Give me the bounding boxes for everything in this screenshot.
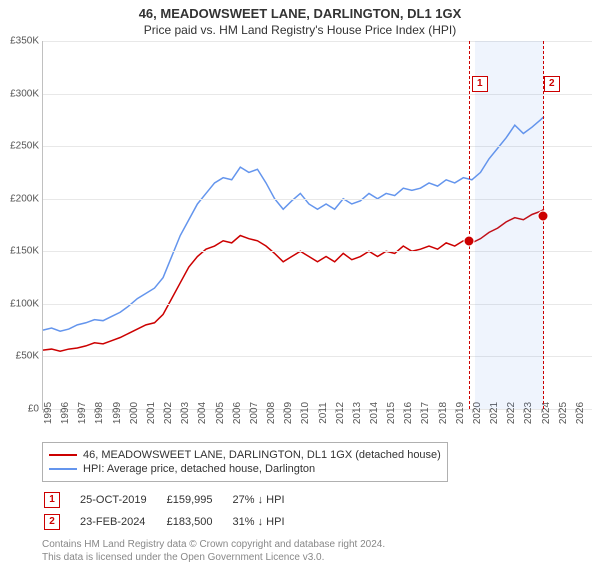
x-tick-label: 2010	[300, 402, 311, 424]
legend-label: HPI: Average price, detached house, Darl…	[83, 463, 315, 475]
x-tick-label: 1996	[60, 402, 71, 424]
shade-band	[475, 41, 544, 409]
sale-date: 23-FEB-2024	[80, 512, 165, 532]
price-chart: £0£50K£100K£150K£200K£250K£300K£350K1995…	[42, 41, 592, 410]
x-tick-label: 2001	[146, 402, 157, 424]
y-tick-label: £100K	[10, 298, 39, 309]
x-tick-label: 2012	[335, 402, 346, 424]
x-tick-label: 2011	[318, 402, 329, 424]
y-tick-label: £350K	[10, 36, 39, 47]
x-tick-label: 2000	[129, 402, 140, 424]
sale-marker: 2	[44, 514, 60, 530]
y-tick-label: £0	[28, 404, 39, 415]
x-tick-label: 2007	[249, 402, 260, 424]
x-tick-label: 2017	[420, 402, 431, 424]
x-tick-label: 2008	[266, 402, 277, 424]
x-tick-label: 2003	[180, 402, 191, 424]
x-tick-label: 2004	[197, 402, 208, 424]
sale-point-dot	[538, 211, 549, 222]
legend-swatch-property	[49, 454, 77, 456]
footer-line1: Contains HM Land Registry data © Crown c…	[42, 538, 592, 551]
x-tick-label: 2015	[386, 402, 397, 424]
y-tick-label: £300K	[10, 88, 39, 99]
sale-row: 1 25-OCT-2019£159,99527% ↓ HPI	[44, 490, 303, 510]
sale-row: 2 23-FEB-2024£183,50031% ↓ HPI	[44, 512, 303, 532]
x-tick-label: 2026	[575, 402, 586, 424]
x-tick-label: 1997	[77, 402, 88, 424]
sale-delta: 31% ↓ HPI	[233, 512, 303, 532]
x-tick-label: 2006	[232, 402, 243, 424]
y-tick-label: £50K	[16, 351, 39, 362]
x-tick-label: 2018	[438, 402, 449, 424]
sale-date: 25-OCT-2019	[80, 490, 165, 510]
x-tick-label: 1998	[94, 402, 105, 424]
legend-swatch-hpi	[49, 468, 77, 470]
sale-price: £159,995	[167, 490, 231, 510]
x-tick-label: 2016	[403, 402, 414, 424]
x-tick-label: 1999	[112, 402, 123, 424]
x-tick-label: 2005	[215, 402, 226, 424]
x-tick-label: 2013	[352, 402, 363, 424]
legend-box: 46, MEADOWSWEET LANE, DARLINGTON, DL1 1G…	[42, 442, 448, 482]
sale-marker: 1	[44, 492, 60, 508]
y-tick-label: £250K	[10, 141, 39, 152]
x-tick-label: 2019	[455, 402, 466, 424]
sale-delta: 27% ↓ HPI	[233, 490, 303, 510]
x-tick-label: 1995	[43, 402, 54, 424]
sale-point-dot	[463, 235, 474, 246]
chart-marker-label: 1	[472, 76, 488, 92]
x-tick-label: 2002	[163, 402, 174, 424]
chart-title-line2: Price paid vs. HM Land Registry's House …	[0, 23, 600, 37]
legend-item-property: 46, MEADOWSWEET LANE, DARLINGTON, DL1 1G…	[49, 449, 441, 461]
y-tick-label: £150K	[10, 246, 39, 257]
x-tick-label: 2014	[369, 402, 380, 424]
legend-item-hpi: HPI: Average price, detached house, Darl…	[49, 463, 441, 475]
sale-vline	[469, 41, 470, 409]
legend-label: 46, MEADOWSWEET LANE, DARLINGTON, DL1 1G…	[83, 449, 441, 461]
sale-vline	[543, 41, 544, 409]
y-tick-label: £200K	[10, 193, 39, 204]
sale-price: £183,500	[167, 512, 231, 532]
sales-table: 1 25-OCT-2019£159,99527% ↓ HPI 2 23-FEB-202…	[42, 488, 305, 534]
x-tick-label: 2025	[558, 402, 569, 424]
footer-text: Contains HM Land Registry data © Crown c…	[42, 538, 592, 564]
chart-title-line1: 46, MEADOWSWEET LANE, DARLINGTON, DL1 1G…	[0, 6, 600, 21]
x-tick-label: 2009	[283, 402, 294, 424]
chart-marker-label: 2	[544, 76, 560, 92]
footer-line2: This data is licensed under the Open Gov…	[42, 551, 592, 564]
